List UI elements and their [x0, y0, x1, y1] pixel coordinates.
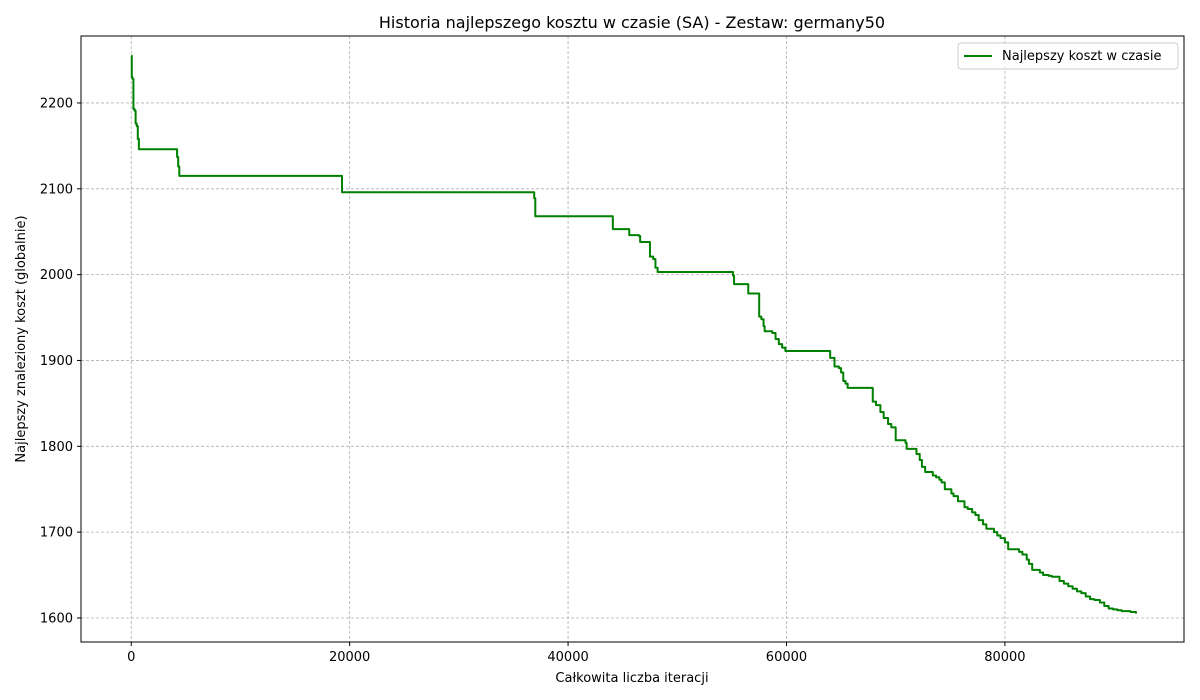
x-tick-label: 40000 [547, 650, 588, 665]
grid [81, 36, 1184, 642]
x-axis-label: Całkowita liczba iteracji [555, 671, 708, 686]
x-axis-ticks: 0 20000 40000 60000 80000 [127, 642, 1026, 665]
x-tick-label: 0 [127, 650, 135, 665]
x-tick-label: 60000 [766, 650, 807, 665]
chart-title: Historia najlepszego kosztu w czasie (SA… [379, 13, 885, 32]
plot-frame [80, 35, 1185, 643]
y-tick-label: 2200 [40, 96, 73, 111]
x-tick-label: 80000 [984, 650, 1025, 665]
series-line-0 [130, 54, 1137, 614]
legend-label: Najlepszy koszt w czasie [1002, 49, 1162, 64]
y-tick-label: 2000 [40, 268, 73, 283]
legend-box [957, 42, 1179, 70]
y-axis-ticks: 1600 1700 1800 1900 2000 2100 2200 [40, 96, 81, 626]
plot-area [130, 54, 1137, 614]
y-tick-label: 1600 [40, 611, 73, 626]
y-tick-label: 2100 [40, 182, 73, 197]
y-tick-label: 1700 [40, 526, 73, 541]
x-tick-label: 20000 [329, 650, 370, 665]
y-axis-label: Najlepszy znaleziony koszt (globalnie) [14, 215, 29, 462]
legend: Najlepszy koszt w czasie [957, 42, 1179, 70]
y-tick-label: 1900 [40, 354, 73, 369]
y-tick-label: 1800 [40, 440, 73, 455]
